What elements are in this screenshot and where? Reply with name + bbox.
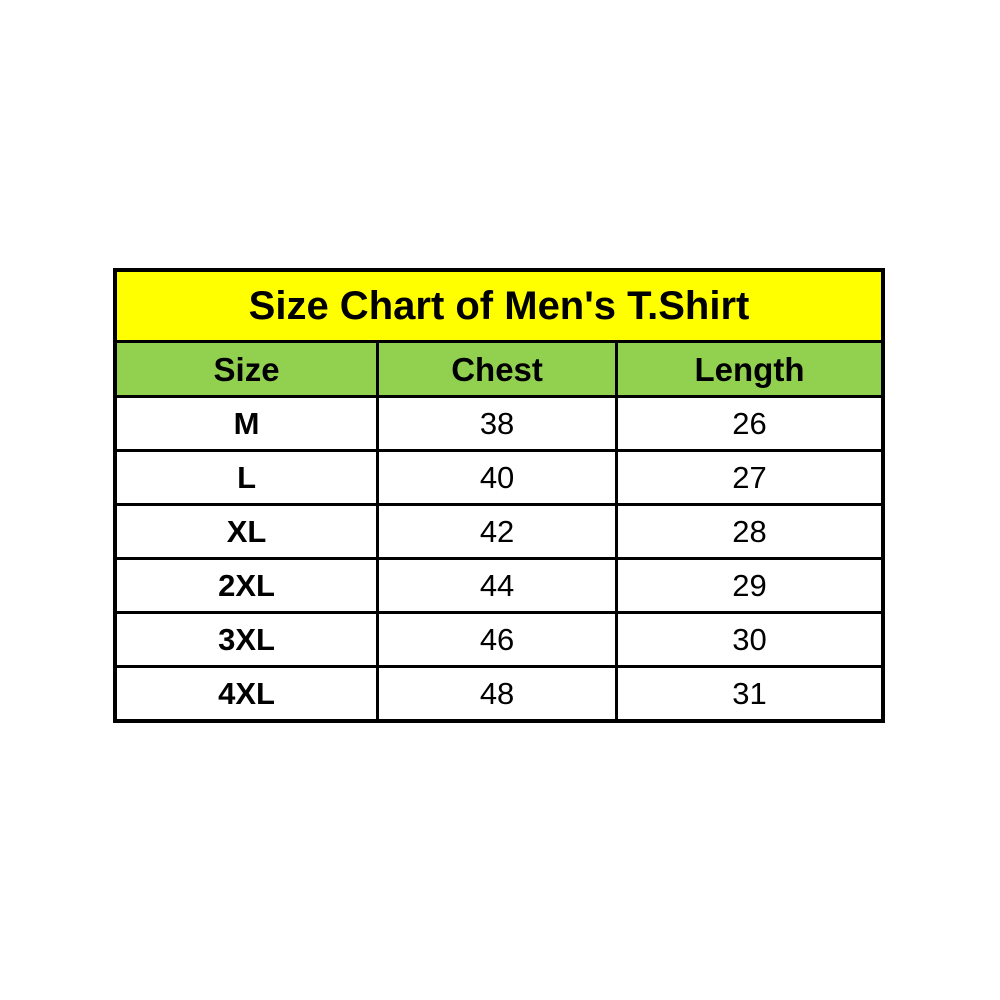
length-cell: 26 bbox=[614, 395, 885, 452]
table-row: XL 42 28 bbox=[113, 503, 885, 560]
chest-cell: 40 bbox=[376, 449, 618, 506]
size-cell: 4XL bbox=[113, 665, 380, 723]
column-header-chest: Chest bbox=[376, 340, 618, 398]
column-header-length: Length bbox=[614, 340, 885, 398]
table-row: M 38 26 bbox=[113, 395, 885, 452]
length-cell: 27 bbox=[614, 449, 885, 506]
size-cell: 3XL bbox=[113, 611, 380, 668]
chest-cell: 38 bbox=[376, 395, 618, 452]
length-cell: 29 bbox=[614, 557, 885, 614]
header-row: Size Chest Length bbox=[113, 340, 885, 398]
size-chart-table: Size Chart of Men's T.Shirt Size Chest L… bbox=[113, 268, 885, 723]
chest-cell: 48 bbox=[376, 665, 618, 723]
size-cell: M bbox=[113, 395, 380, 452]
length-cell: 31 bbox=[614, 665, 885, 723]
column-header-size: Size bbox=[113, 340, 380, 398]
table-row: 4XL 48 31 bbox=[113, 665, 885, 723]
title-row: Size Chart of Men's T.Shirt bbox=[113, 268, 885, 343]
chest-cell: 46 bbox=[376, 611, 618, 668]
table-row: 2XL 44 29 bbox=[113, 557, 885, 614]
size-cell: XL bbox=[113, 503, 380, 560]
chest-cell: 44 bbox=[376, 557, 618, 614]
size-cell: 2XL bbox=[113, 557, 380, 614]
length-cell: 28 bbox=[614, 503, 885, 560]
chest-cell: 42 bbox=[376, 503, 618, 560]
length-cell: 30 bbox=[614, 611, 885, 668]
size-cell: L bbox=[113, 449, 380, 506]
table-row: 3XL 46 30 bbox=[113, 611, 885, 668]
table-row: L 40 27 bbox=[113, 449, 885, 506]
table-title: Size Chart of Men's T.Shirt bbox=[113, 268, 885, 343]
